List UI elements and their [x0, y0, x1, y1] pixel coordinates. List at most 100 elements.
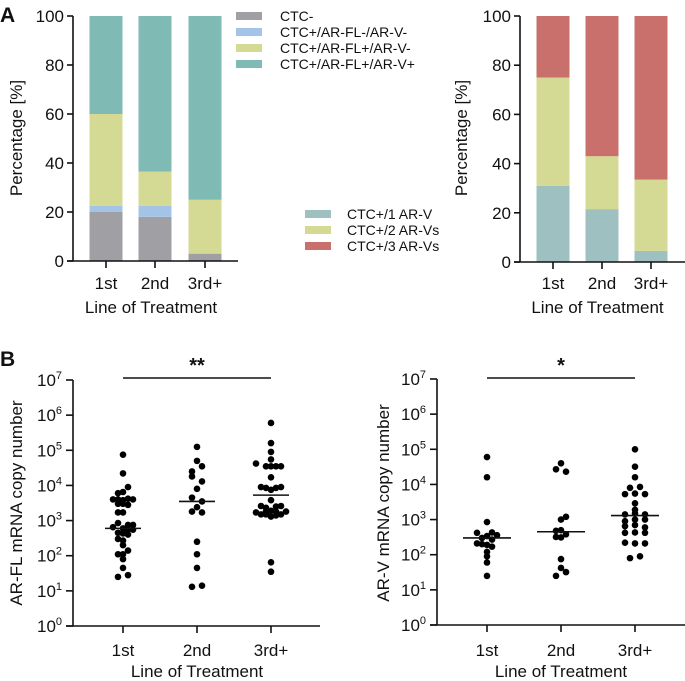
data-point — [119, 550, 127, 558]
data-point — [631, 463, 639, 470]
data-point — [267, 456, 275, 463]
x-axis-label: Line of Treatment — [131, 662, 264, 681]
bar-segment-3rdplus-1 — [634, 179, 668, 251]
x-tick-label: 1st — [95, 274, 118, 293]
y-tick-label: 102 — [37, 546, 62, 566]
y-tick-label: 20 — [492, 204, 511, 223]
data-point — [119, 564, 127, 572]
data-point — [188, 494, 196, 501]
y-tick-label: 104 — [401, 474, 426, 494]
data-point — [473, 529, 481, 537]
bar-segment-2nd-0 — [585, 209, 619, 262]
x-axis-label: Line of Treatment — [531, 298, 664, 317]
y-tick-label: 100 — [37, 616, 62, 636]
data-point — [483, 453, 491, 461]
bar-segment-3rdplus-3 — [188, 16, 222, 200]
data-point — [562, 513, 570, 521]
data-point — [277, 483, 285, 491]
data-point — [631, 490, 639, 497]
data-point — [631, 529, 639, 536]
data-point — [562, 468, 570, 476]
data-point — [129, 521, 137, 529]
data-point — [641, 529, 649, 537]
data-point — [621, 529, 629, 537]
bar-segment-1st-2 — [536, 16, 570, 78]
x-tick-label: 2nd — [183, 641, 211, 660]
legend-label: CTC+/AR-FL+/AR-V- — [280, 40, 411, 56]
data-point — [119, 488, 127, 496]
data-point — [119, 451, 127, 458]
data-point — [267, 474, 275, 481]
legend-label: CTC+/2 AR-Vs — [347, 222, 439, 238]
data-point — [552, 572, 560, 580]
legend-label: CTC+/AR-FL-/AR-V- — [280, 24, 408, 40]
x-tick-label: 2nd — [141, 274, 169, 293]
y-tick-label: 101 — [37, 581, 62, 601]
x-tick-label: 2nd — [547, 641, 575, 660]
data-point — [124, 483, 132, 491]
data-point — [557, 516, 565, 523]
data-point — [557, 555, 565, 563]
y-tick-label: 100 — [483, 7, 511, 26]
data-point — [282, 508, 290, 515]
panel-label-b: B — [0, 348, 15, 371]
bar-segment-2nd-1 — [138, 205, 172, 217]
data-point — [267, 496, 275, 504]
y-tick-label: 0 — [502, 253, 511, 272]
y-tick-label: 60 — [45, 105, 64, 124]
data-point — [129, 496, 137, 503]
data-point — [552, 533, 560, 541]
data-point — [257, 511, 265, 518]
legend-label: CTC+/3 AR-Vs — [347, 238, 439, 254]
data-point — [272, 463, 280, 470]
data-point — [114, 509, 122, 516]
data-point — [552, 465, 560, 473]
x-tick-label: 3rd+ — [254, 641, 289, 660]
data-point — [641, 516, 649, 523]
data-point — [124, 547, 132, 554]
bar-segment-1st-0 — [536, 185, 570, 262]
y-tick-label: 107 — [37, 370, 62, 390]
y-tick-label: 102 — [401, 545, 426, 565]
legend: CTC-CTC+/AR-FL-/AR-V-CTC+/AR-FL+/AR-V-CT… — [236, 8, 415, 72]
y-tick-label: 60 — [492, 105, 511, 124]
data-point — [621, 490, 629, 498]
chart-b-left-dot-plot: 100 101 102 103 104 105 106 107 1st 2nd 3rd+ Line o… — [7, 355, 320, 681]
y-tick-label: 106 — [401, 404, 426, 424]
bar-segment-3rdplus-2 — [634, 16, 668, 180]
y-axis-label: Percentage [%] — [7, 80, 26, 196]
data-point — [483, 553, 491, 560]
data-point — [114, 535, 122, 543]
data-point — [119, 537, 127, 544]
y-tick-label: 103 — [37, 511, 62, 531]
data-point — [631, 540, 639, 547]
data-point — [114, 529, 122, 537]
data-point — [114, 550, 122, 558]
data-point — [114, 573, 122, 581]
y-tick-label: 80 — [45, 56, 64, 75]
data-point — [193, 457, 201, 465]
data-point — [641, 540, 649, 547]
bar-segment-3rdplus-0 — [188, 253, 222, 261]
data-point — [631, 521, 639, 529]
data-point — [562, 531, 570, 538]
legend-swatch — [305, 226, 331, 234]
legend-label: CTC+/AR-FL+/AR-V+ — [280, 56, 415, 72]
legend-label: CTC- — [280, 8, 314, 24]
y-tick-label: 103 — [401, 510, 426, 530]
bar-segment-1st-0 — [89, 212, 123, 261]
data-point — [119, 509, 127, 516]
y-tick-label: 101 — [401, 580, 426, 600]
data-point — [124, 531, 132, 538]
data-point — [124, 571, 132, 579]
data-point — [626, 484, 634, 492]
y-tick-label: 104 — [37, 475, 62, 495]
data-point — [272, 503, 280, 510]
y-tick-label: 107 — [401, 369, 426, 389]
bar-segment-3rdplus-0 — [634, 250, 668, 262]
data-point — [193, 538, 201, 546]
data-point — [488, 529, 496, 536]
data-point — [109, 523, 117, 531]
x-tick-label: 1st — [542, 274, 565, 293]
